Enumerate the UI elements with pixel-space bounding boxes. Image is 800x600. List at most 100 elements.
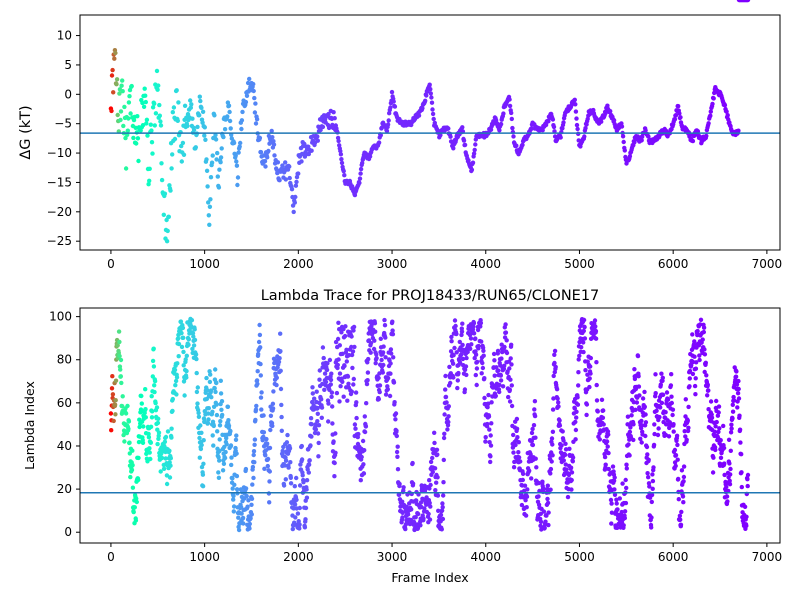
lambda-point	[280, 448, 285, 454]
lambda-point	[278, 386, 284, 392]
lambda-point	[588, 364, 593, 369]
lambda-point	[687, 384, 692, 389]
lambda-point	[457, 339, 462, 345]
lambda-point	[401, 485, 406, 490]
lambda-point	[559, 443, 564, 448]
dg-point	[215, 150, 220, 156]
lambda-point	[471, 331, 477, 336]
lambda-point	[587, 376, 592, 381]
dg-point	[239, 126, 244, 132]
dg-point	[427, 82, 432, 87]
lambda-point	[265, 456, 271, 462]
dg-point	[574, 122, 580, 128]
lambda-point	[611, 478, 617, 483]
lambda-point	[491, 351, 497, 357]
lambda-point	[201, 438, 206, 443]
lambda-point	[573, 419, 578, 425]
lambda-point	[349, 352, 355, 358]
lambda-point	[577, 339, 582, 345]
lambda-point	[212, 386, 217, 391]
lambda-point	[374, 352, 379, 357]
lambda-point	[455, 378, 460, 383]
dg-point	[708, 113, 713, 118]
lambda-point	[449, 339, 454, 344]
dg-point	[168, 188, 173, 193]
lambda-point	[575, 402, 581, 407]
lambda-point	[338, 384, 343, 389]
lambda-point	[718, 438, 723, 443]
lambda-point	[531, 423, 537, 428]
lambda-point	[215, 429, 220, 434]
lambda-point	[514, 426, 520, 431]
lambda-point	[702, 352, 708, 357]
lambda-point	[734, 369, 739, 374]
lambda-point	[364, 381, 370, 387]
lambda-point	[577, 353, 582, 358]
lambda-y-axis-label: Lambda Index	[22, 381, 37, 470]
lambda-point	[179, 344, 185, 350]
lambda-point	[152, 378, 158, 384]
lambda-point	[692, 354, 697, 359]
lambda-point	[582, 336, 588, 341]
lambda-point	[294, 497, 299, 502]
lambda-point	[718, 455, 724, 460]
dg-point	[423, 98, 428, 104]
lambda-point	[292, 502, 298, 507]
lambda-point	[543, 519, 548, 524]
lambda-point	[620, 481, 625, 486]
dg-point	[140, 100, 145, 106]
lambda-point	[476, 343, 481, 349]
lambda-point	[241, 521, 246, 526]
lambda-point	[727, 461, 732, 466]
dg-point	[262, 159, 268, 164]
lambda-point	[349, 344, 354, 350]
lambda-point	[485, 421, 490, 427]
lambda-point	[313, 427, 319, 432]
lambda-point	[504, 338, 509, 343]
lambda-point	[560, 429, 565, 434]
lambda-point	[247, 526, 252, 531]
dg-point	[677, 111, 682, 116]
lambda-point	[304, 478, 310, 483]
lambda-point	[342, 363, 347, 369]
lambda-point	[404, 504, 409, 509]
lambda-point	[108, 411, 114, 416]
lambda-point	[380, 350, 386, 355]
lambda-point	[211, 443, 216, 448]
x-tick-label: 5000	[564, 257, 595, 271]
lambda-point	[582, 324, 587, 330]
lambda-point	[629, 413, 634, 418]
lambda-point	[738, 440, 743, 445]
lambda-point	[376, 375, 381, 381]
lambda-point	[328, 377, 334, 383]
lambda-point	[732, 398, 737, 403]
dg-point	[271, 142, 277, 147]
lambda-point	[610, 464, 616, 469]
lambda-point	[217, 437, 222, 442]
lambda-point	[645, 471, 650, 476]
lambda-point	[481, 353, 486, 358]
lambda-point	[254, 403, 259, 409]
lambda-point	[486, 392, 491, 398]
lambda-point	[230, 486, 235, 491]
lambda-point	[724, 494, 730, 499]
x-tick-label: 5000	[564, 550, 595, 564]
lambda-point	[358, 478, 363, 483]
lambda-point	[692, 339, 697, 344]
lambda-point	[388, 371, 393, 376]
dg-point	[558, 135, 563, 140]
lambda-point	[361, 471, 367, 476]
lambda-point	[435, 475, 440, 480]
dg-point	[205, 184, 210, 189]
lambda-point	[322, 387, 327, 392]
lambda-point	[486, 414, 492, 419]
dg-point	[188, 105, 193, 110]
lambda-point	[726, 437, 732, 442]
lambda-point	[617, 496, 622, 501]
dg-point	[283, 177, 288, 182]
lambda-point	[581, 340, 586, 345]
lambda-point	[506, 394, 511, 400]
y-tick-label: 60	[57, 396, 72, 410]
lambda-point	[739, 452, 744, 457]
lambda-point	[733, 374, 739, 379]
